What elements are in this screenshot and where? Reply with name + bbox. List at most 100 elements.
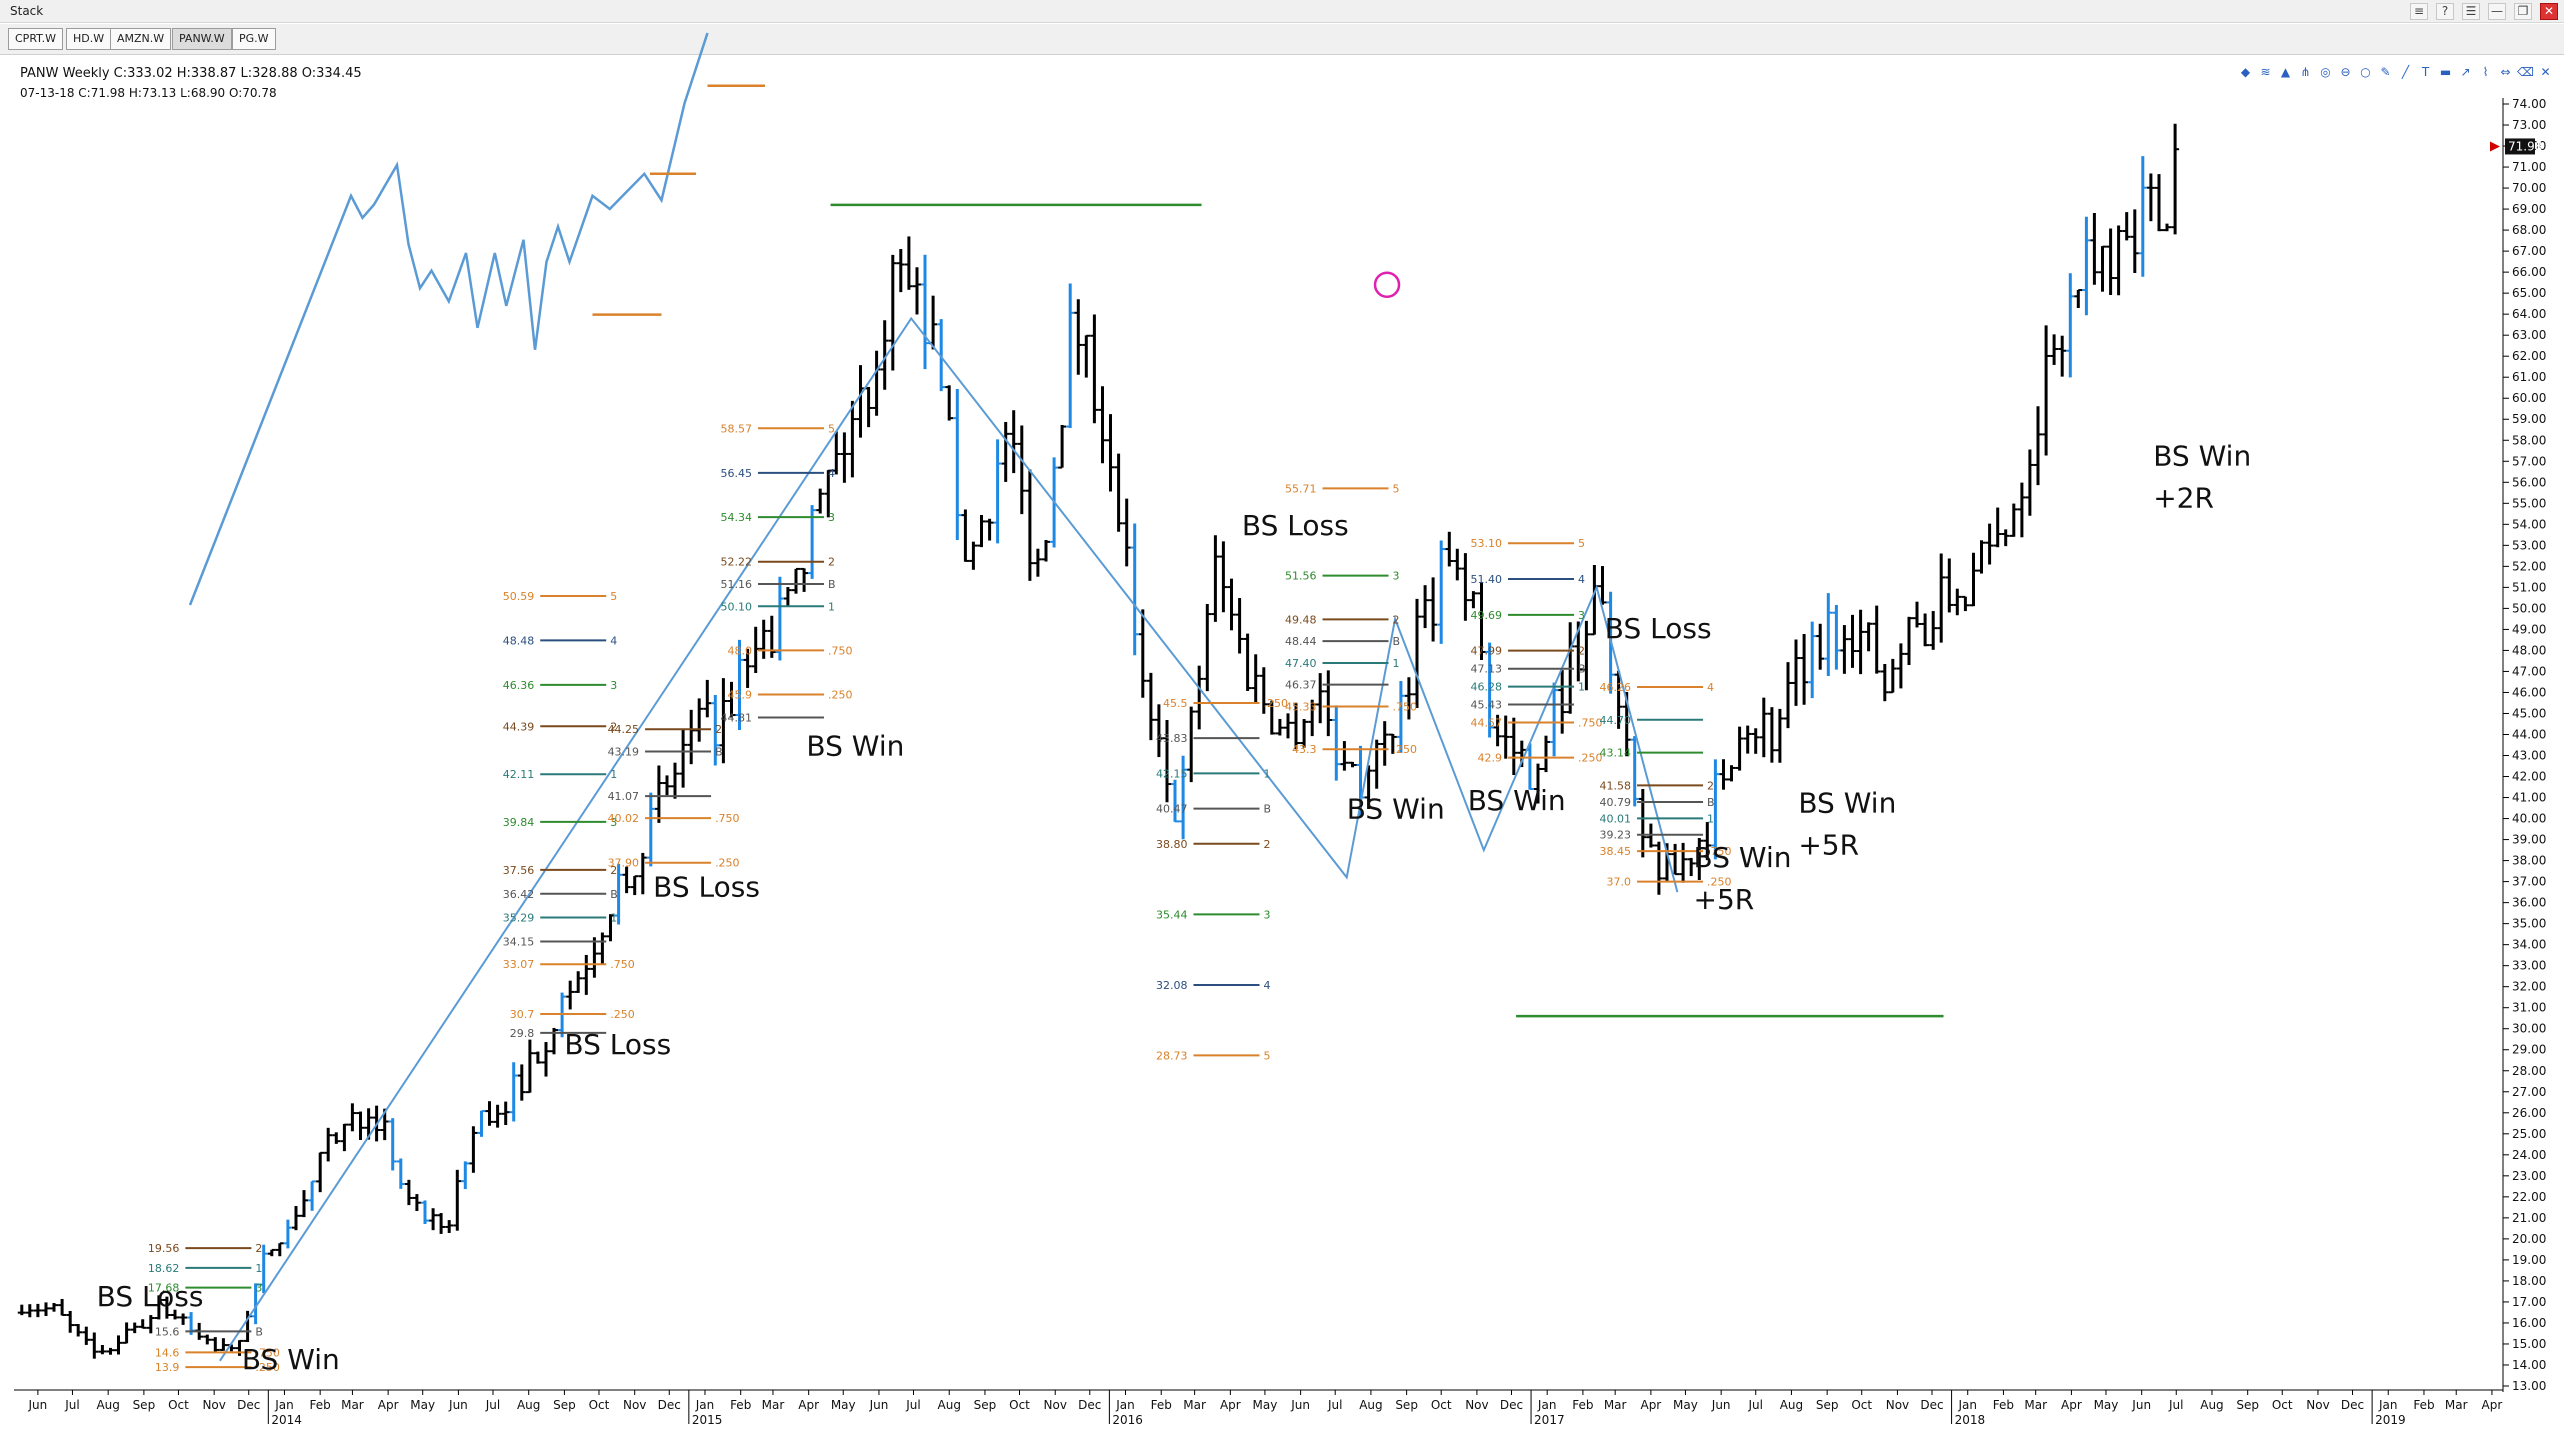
ohlc-bar — [1896, 643, 1905, 689]
ohlc-bar — [2025, 449, 2034, 516]
list-icon[interactable]: ☰ — [2462, 3, 2480, 20]
ohlc-bar — [1630, 736, 1639, 807]
ohlc-bar — [1775, 708, 1784, 763]
ohlc-bar — [82, 1326, 91, 1345]
ohlc-bar — [1259, 667, 1268, 714]
ohlc-bar — [1203, 604, 1212, 692]
y-tick-label: 21.00 — [2512, 1211, 2546, 1225]
y-tick-label: 51.00 — [2512, 580, 2546, 594]
fib-level-price: 48.0 — [727, 644, 752, 657]
ohlc-bar — [1864, 622, 1873, 652]
y-tick-label: 24.00 — [2512, 1148, 2546, 1162]
pitchfork-icon[interactable]: ⋔ — [2300, 65, 2311, 79]
ohlc-bar — [1558, 670, 1567, 734]
fib-level-price: 51.40 — [1471, 573, 1503, 586]
ohlc-bar — [1219, 541, 1228, 613]
tab-hd[interactable]: HD.W — [66, 28, 112, 50]
ellipse-icon[interactable]: ○ — [2360, 65, 2371, 79]
text-icon[interactable]: T — [2421, 65, 2430, 79]
tab-amzn[interactable]: AMZN.W — [110, 28, 172, 50]
y-tick-label: 65.00 — [2512, 286, 2546, 300]
fib-level-tag: B — [828, 578, 836, 591]
month-label: Mar — [341, 1398, 364, 1412]
fib-level-tag: .750 — [255, 1346, 280, 1359]
ohlc-bar — [1695, 838, 1704, 880]
ohlc-bar — [1921, 613, 1930, 647]
bar-info: 07-13-18 C:71.98 H:73.13 L:68.90 O:70.78 — [20, 86, 277, 100]
circle-icon[interactable]: ◎ — [2320, 65, 2331, 79]
fib-level-tag: B — [1263, 803, 1271, 816]
trend-icon[interactable]: ↗ — [2460, 65, 2471, 79]
ohlc-bar — [509, 1062, 518, 1122]
wave-icon[interactable]: ≋ — [2260, 65, 2271, 79]
arrows-icon[interactable]: ⇔ — [2500, 65, 2511, 79]
help-icon[interactable]: ? — [2436, 3, 2454, 20]
restore-icon[interactable]: ❐ — [2514, 3, 2532, 20]
fib-level-price: 54.34 — [720, 511, 752, 524]
pencil-icon[interactable]: ✎ — [2380, 65, 2391, 79]
y-tick-label: 47.00 — [2512, 664, 2546, 678]
ohlc-bar — [1380, 721, 1389, 766]
fib-level-tag: 4 — [828, 467, 835, 480]
fib-level-tag: 3 — [1578, 609, 1585, 622]
fib-level-tag: 1 — [610, 768, 617, 781]
tab-panw[interactable]: PANW.W — [172, 28, 232, 50]
ohlc-bar — [1913, 601, 1921, 628]
fib-level-price: 44.39 — [503, 720, 535, 733]
layers-icon[interactable]: ◆ — [2240, 65, 2251, 79]
bar-icon[interactable]: ▬ — [2439, 65, 2452, 79]
fib-level-tag: 5 — [1578, 537, 1585, 550]
ohlc-bar — [1743, 725, 1752, 754]
ohlc-bar — [1308, 699, 1317, 737]
month-label: Jul — [905, 1398, 920, 1412]
month-label: Mar — [762, 1398, 785, 1412]
ohlc-bar — [1316, 673, 1325, 724]
stop-icon[interactable]: ⊖ — [2340, 65, 2351, 79]
year-label: 2015 — [692, 1413, 723, 1427]
y-tick-label: 49.00 — [2512, 622, 2546, 636]
ohlc-bar — [638, 852, 647, 895]
year-label: 2017 — [1534, 1413, 1565, 1427]
ohlc-bar — [1880, 663, 1889, 702]
fib-level-price: 47.40 — [1285, 657, 1317, 670]
y-tick-label: 69.00 — [2512, 202, 2546, 216]
ohlc-bar — [1429, 577, 1438, 642]
month-label: Oct — [1851, 1398, 1872, 1412]
chart-area[interactable] — [0, 56, 2564, 1444]
y-tick-label: 13.00 — [2512, 1379, 2546, 1393]
ohlc-bar — [1017, 425, 1026, 515]
fib-level-price: 32.08 — [1156, 979, 1188, 992]
window-title: Stack — [10, 4, 44, 18]
ohlc-bar — [1187, 706, 1196, 783]
trade-annotation: BS Loss — [564, 1028, 671, 1061]
month-label: Feb — [730, 1398, 751, 1412]
ohlc-bar — [614, 863, 623, 925]
fib-level-price: 40.47 — [1156, 803, 1188, 816]
delete-icon[interactable]: ⌫ — [2517, 65, 2534, 79]
fib-level-price: 46.37 — [1285, 679, 1317, 692]
chart-icon[interactable]: ▲ — [2280, 65, 2291, 79]
menu-icon[interactable]: ≡ — [2410, 3, 2428, 20]
minimize-icon[interactable]: — — [2488, 3, 2506, 20]
month-label: Jan — [1537, 1398, 1557, 1412]
close-icon[interactable]: ✕ — [2540, 3, 2558, 20]
year-label: 2018 — [1955, 1413, 1986, 1427]
tab-pg[interactable]: PG.W — [232, 28, 276, 50]
y-tick-label: 38.00 — [2512, 854, 2546, 868]
close-chart-icon[interactable]: ✕ — [2540, 65, 2551, 79]
y-tick-label: 39.00 — [2512, 833, 2546, 847]
ohlc-bar — [171, 1309, 179, 1320]
ohlc-bar — [1485, 642, 1494, 738]
ohlc-bar — [1033, 548, 1042, 577]
ohlc-bar — [211, 1337, 220, 1353]
tab-cprt[interactable]: CPRT.W — [8, 28, 63, 50]
ohlc-bar — [1816, 623, 1825, 670]
fib-level-price: 51.56 — [1285, 570, 1317, 583]
fib-level-price: 44.81 — [720, 711, 752, 724]
zigzag-icon[interactable]: ⌇ — [2482, 65, 2489, 79]
ruler-icon[interactable]: ╱ — [2401, 65, 2410, 79]
ohlc-bar — [711, 695, 720, 766]
fib-level-tag: 3 — [610, 679, 617, 692]
ohlc-bar — [913, 267, 921, 315]
